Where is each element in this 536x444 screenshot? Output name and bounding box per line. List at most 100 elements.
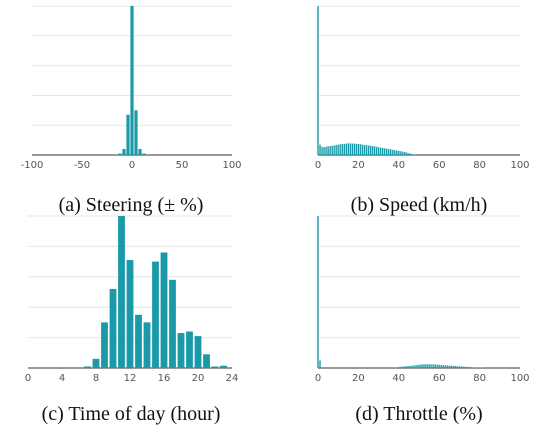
bar xyxy=(329,146,331,155)
bar xyxy=(365,145,368,155)
bar xyxy=(408,366,410,368)
bar xyxy=(466,366,469,368)
bar xyxy=(337,144,339,155)
bar xyxy=(408,153,410,155)
bar xyxy=(186,331,193,368)
bar xyxy=(444,365,446,368)
bar xyxy=(369,145,372,155)
bar xyxy=(343,143,345,155)
bar xyxy=(323,147,325,155)
x-tick-label: 100 xyxy=(222,160,241,171)
bar xyxy=(458,366,461,368)
bar xyxy=(220,365,227,368)
bar xyxy=(84,366,91,368)
bar xyxy=(160,252,168,368)
bar xyxy=(134,110,138,155)
bar xyxy=(398,367,400,368)
bar xyxy=(335,144,337,155)
bar xyxy=(422,364,424,368)
time-of-day-histogram: 0 4 8 12 16 20 24 xyxy=(25,215,239,384)
x-tick-label: 50 xyxy=(176,160,189,171)
bar xyxy=(379,147,382,155)
bar xyxy=(418,364,420,368)
x-tick-label: 0 xyxy=(315,373,321,384)
x-tick-label: 12 xyxy=(124,373,137,384)
bar xyxy=(402,151,404,155)
bar xyxy=(390,149,392,155)
bar xyxy=(122,149,126,155)
bar xyxy=(406,366,408,368)
bar xyxy=(480,367,483,368)
bar xyxy=(420,364,422,368)
bar xyxy=(436,364,438,368)
bar xyxy=(385,148,388,155)
bar xyxy=(470,367,473,368)
bar xyxy=(361,144,364,155)
x-tick-label: 0 xyxy=(25,373,31,384)
bar xyxy=(478,367,481,368)
bar xyxy=(416,364,418,368)
bar xyxy=(345,143,347,155)
bar xyxy=(143,322,151,368)
x-tick-label: 8 xyxy=(93,373,99,384)
x-tick-label: 0 xyxy=(315,160,321,171)
x-tick-label: 60 xyxy=(433,160,446,171)
bar xyxy=(428,364,430,368)
bar xyxy=(482,367,485,368)
bar xyxy=(402,366,404,368)
bar xyxy=(347,143,350,155)
bar xyxy=(452,365,455,368)
caption-throttle: (d) Throttle (%) xyxy=(355,403,482,425)
bar xyxy=(412,154,414,155)
bar xyxy=(194,336,202,368)
bar xyxy=(331,145,333,155)
bar xyxy=(359,144,362,155)
x-tick-label: 0 xyxy=(129,160,135,171)
bar xyxy=(464,366,467,368)
steering-histogram: -100 -50 0 50 100 xyxy=(21,5,242,171)
bar xyxy=(341,143,343,155)
bar xyxy=(169,279,176,368)
bar xyxy=(398,150,400,155)
x-tick-label: 16 xyxy=(158,373,171,384)
bar xyxy=(317,216,319,368)
bar xyxy=(410,153,412,155)
bar xyxy=(142,153,146,155)
bar xyxy=(327,146,329,155)
bar xyxy=(109,288,117,368)
bar xyxy=(349,143,352,155)
bar xyxy=(152,261,159,368)
bar xyxy=(424,364,426,368)
bar xyxy=(75,367,83,368)
x-tick-label: 100 xyxy=(510,160,529,171)
bar xyxy=(126,114,130,155)
x-tick-label: 80 xyxy=(473,373,486,384)
x-tick-label: 24 xyxy=(226,373,239,384)
bar xyxy=(454,366,457,368)
bar xyxy=(357,143,360,155)
bar xyxy=(474,367,477,368)
bar xyxy=(432,364,434,368)
bar xyxy=(325,146,327,155)
bar xyxy=(375,146,378,155)
bar xyxy=(363,144,366,155)
bar xyxy=(414,154,416,155)
bar xyxy=(130,6,134,155)
bar xyxy=(377,147,380,155)
bar xyxy=(414,365,416,368)
bar xyxy=(412,365,414,368)
bar xyxy=(410,365,412,368)
bar xyxy=(446,365,448,368)
bar xyxy=(371,146,374,155)
x-tick-label: 20 xyxy=(352,160,365,171)
bar xyxy=(319,144,321,155)
bar xyxy=(355,143,358,155)
x-tick-label: 100 xyxy=(510,373,529,384)
x-tick-label: 60 xyxy=(433,373,446,384)
bar xyxy=(392,149,394,155)
bar xyxy=(92,358,100,368)
bar xyxy=(177,333,185,368)
x-tick-label: 20 xyxy=(352,373,365,384)
bar xyxy=(394,367,396,368)
